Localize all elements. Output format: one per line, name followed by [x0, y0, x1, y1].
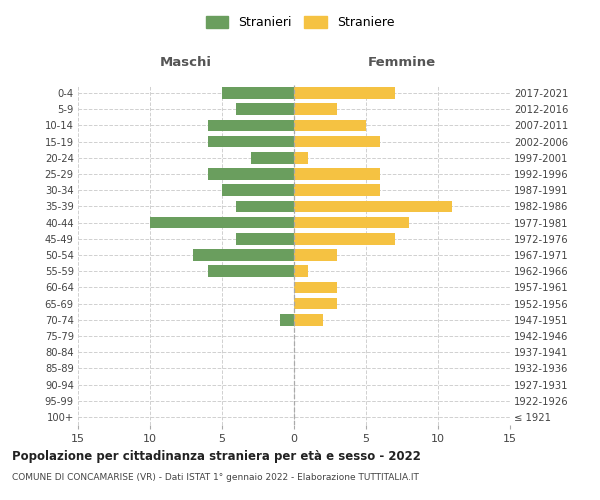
- Bar: [294, 249, 337, 261]
- Bar: [222, 184, 294, 196]
- Text: Femmine: Femmine: [368, 56, 436, 69]
- Bar: [294, 120, 366, 132]
- Bar: [208, 136, 294, 147]
- Bar: [294, 88, 395, 99]
- Legend: Stranieri, Straniere: Stranieri, Straniere: [201, 11, 399, 34]
- Bar: [294, 104, 337, 115]
- Bar: [251, 152, 294, 164]
- Bar: [294, 152, 308, 164]
- Bar: [294, 298, 337, 310]
- Bar: [208, 120, 294, 132]
- Bar: [208, 168, 294, 180]
- Bar: [294, 233, 395, 244]
- Bar: [294, 168, 380, 180]
- Bar: [150, 217, 294, 228]
- Bar: [294, 266, 308, 277]
- Bar: [236, 104, 294, 115]
- Bar: [294, 314, 323, 326]
- Bar: [294, 282, 337, 293]
- Bar: [294, 136, 380, 147]
- Bar: [294, 184, 380, 196]
- Y-axis label: Fasce di età: Fasce di età: [0, 222, 3, 288]
- Bar: [236, 233, 294, 244]
- Bar: [208, 266, 294, 277]
- Bar: [294, 217, 409, 228]
- Bar: [280, 314, 294, 326]
- Bar: [294, 200, 452, 212]
- Bar: [193, 249, 294, 261]
- Bar: [222, 88, 294, 99]
- Bar: [236, 200, 294, 212]
- Text: COMUNE DI CONCAMARISE (VR) - Dati ISTAT 1° gennaio 2022 - Elaborazione TUTTITALI: COMUNE DI CONCAMARISE (VR) - Dati ISTAT …: [12, 472, 419, 482]
- Text: Maschi: Maschi: [160, 56, 212, 69]
- Text: Popolazione per cittadinanza straniera per età e sesso - 2022: Popolazione per cittadinanza straniera p…: [12, 450, 421, 463]
